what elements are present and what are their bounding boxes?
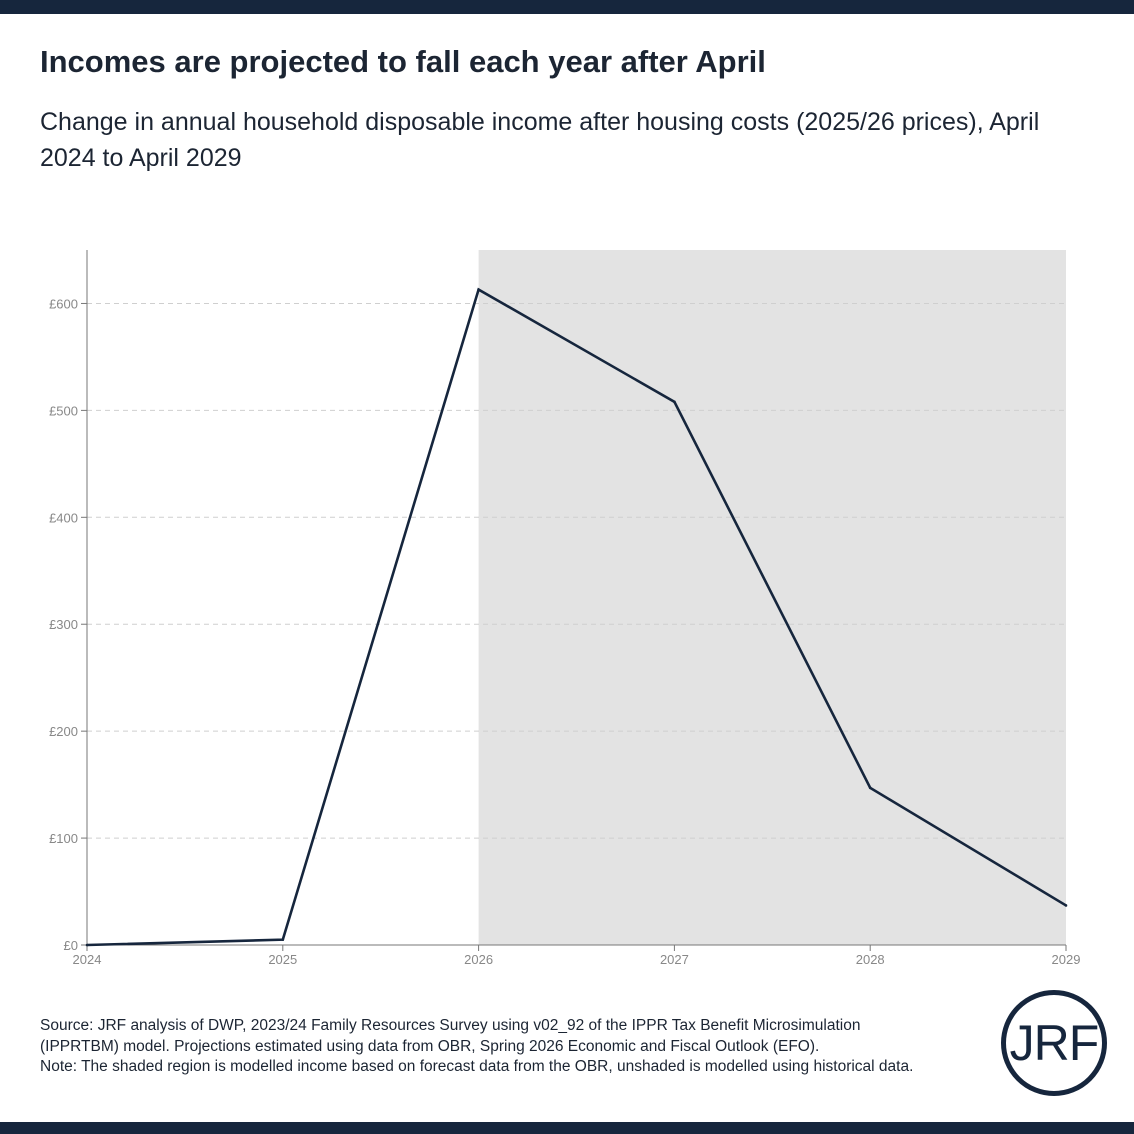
- data-point: [673, 400, 676, 404]
- income-change-line: [86, 287, 1067, 947]
- methodology-note: Note: The shaded region is modelled inco…: [40, 1058, 914, 1075]
- source-note: Source: JRF analysis of DWP, 2023/24 Fam…: [40, 1017, 861, 1055]
- y-tick-label: £0: [64, 938, 78, 953]
- x-tick-label: 2029: [1052, 952, 1081, 967]
- y-tick-label: £100: [49, 831, 78, 846]
- chart-subtitle: Change in annual household disposable in…: [40, 108, 1040, 172]
- footer: Source: JRF analysis of DWP, 2023/24 Fam…: [40, 1016, 940, 1078]
- y-tick-label: £200: [49, 724, 78, 739]
- data-point: [1064, 904, 1068, 907]
- line-chart: £0 £100 £200 £300 £400 £500 £600 2024 2025 2026 20…: [49, 250, 1081, 967]
- data-point: [868, 786, 872, 790]
- x-tick-label: 2028: [856, 952, 885, 967]
- bottom-bar: [0, 1122, 1134, 1134]
- y-tick-label: £400: [49, 510, 78, 525]
- data-point: [85, 943, 89, 947]
- data-point: [477, 288, 480, 291]
- logo-text: JRF: [1009, 1015, 1100, 1071]
- x-tick-label: 2024: [73, 952, 102, 967]
- y-tick-label: £500: [49, 403, 78, 418]
- y-tick-label: £300: [49, 617, 78, 632]
- chart-title: Incomes are projected to fall each year …: [40, 44, 766, 79]
- x-tick-label: 2026: [464, 952, 493, 967]
- jrf-logo: JRF: [1001, 990, 1107, 1096]
- data-point: [281, 938, 285, 941]
- y-tick-label: £600: [49, 296, 78, 311]
- x-tick-label: 2025: [268, 952, 297, 967]
- top-bar: [0, 0, 1134, 14]
- x-tick-label: 2027: [660, 952, 689, 967]
